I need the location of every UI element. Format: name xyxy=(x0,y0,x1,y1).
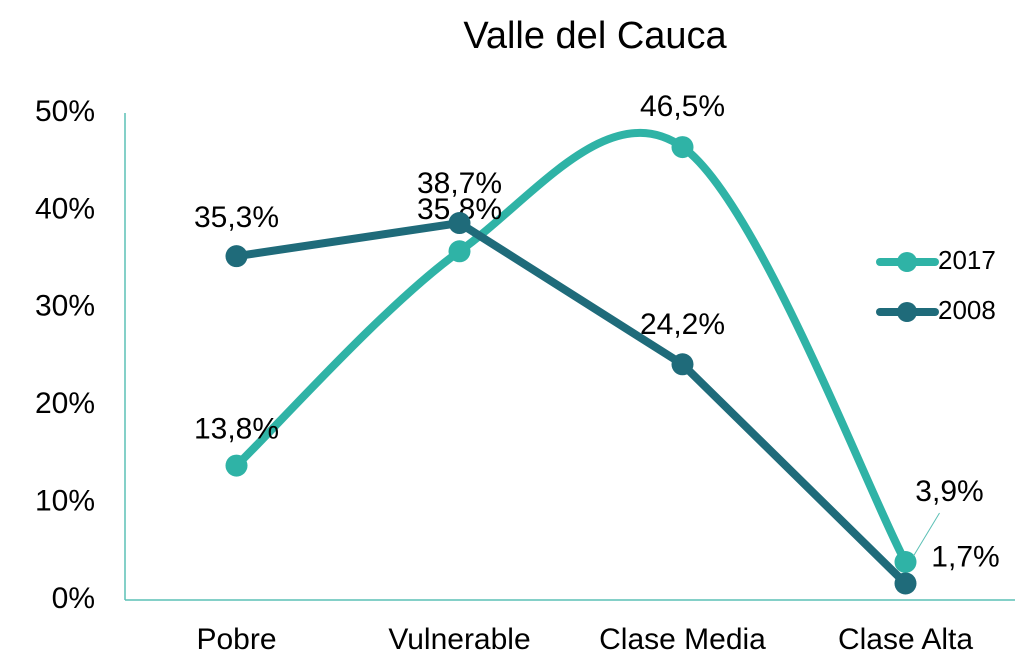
point xyxy=(671,353,694,376)
legend-marker xyxy=(897,252,917,272)
x-tick-label: Vulnerable xyxy=(388,623,530,656)
point xyxy=(448,240,471,263)
point xyxy=(225,245,248,268)
x-tick-label: Clase Alta xyxy=(838,623,973,656)
y-tick-label: 30% xyxy=(35,290,95,323)
value-label: 38,7% xyxy=(417,167,502,200)
point xyxy=(448,212,471,235)
y-tick-label: 0% xyxy=(52,582,95,615)
series-line xyxy=(232,129,910,567)
y-tick-label: 40% xyxy=(35,192,95,225)
chart-title: Valle del Cauca xyxy=(463,15,727,57)
legend-text: 2017 xyxy=(938,245,996,275)
x-tick-label: Pobre xyxy=(196,623,276,656)
value-label: 35,3% xyxy=(194,201,279,234)
y-tick-label: 10% xyxy=(35,485,95,518)
y-tick-label: 20% xyxy=(35,387,95,420)
legend-marker xyxy=(897,302,917,322)
value-label: 13,8% xyxy=(194,413,279,446)
point xyxy=(894,551,917,574)
value-label: 46,5% xyxy=(640,90,725,123)
y-tick-label: 50% xyxy=(35,95,95,128)
point xyxy=(225,454,248,477)
value-label: 1,7% xyxy=(931,540,999,573)
leader-line xyxy=(913,512,940,557)
point xyxy=(894,572,917,595)
legend-text: 2008 xyxy=(938,295,996,325)
series-line xyxy=(232,218,910,588)
point xyxy=(671,136,694,159)
x-tick-label: Clase Media xyxy=(599,623,766,656)
value-label: 24,2% xyxy=(640,308,725,341)
value-label: 3,9% xyxy=(915,475,983,508)
